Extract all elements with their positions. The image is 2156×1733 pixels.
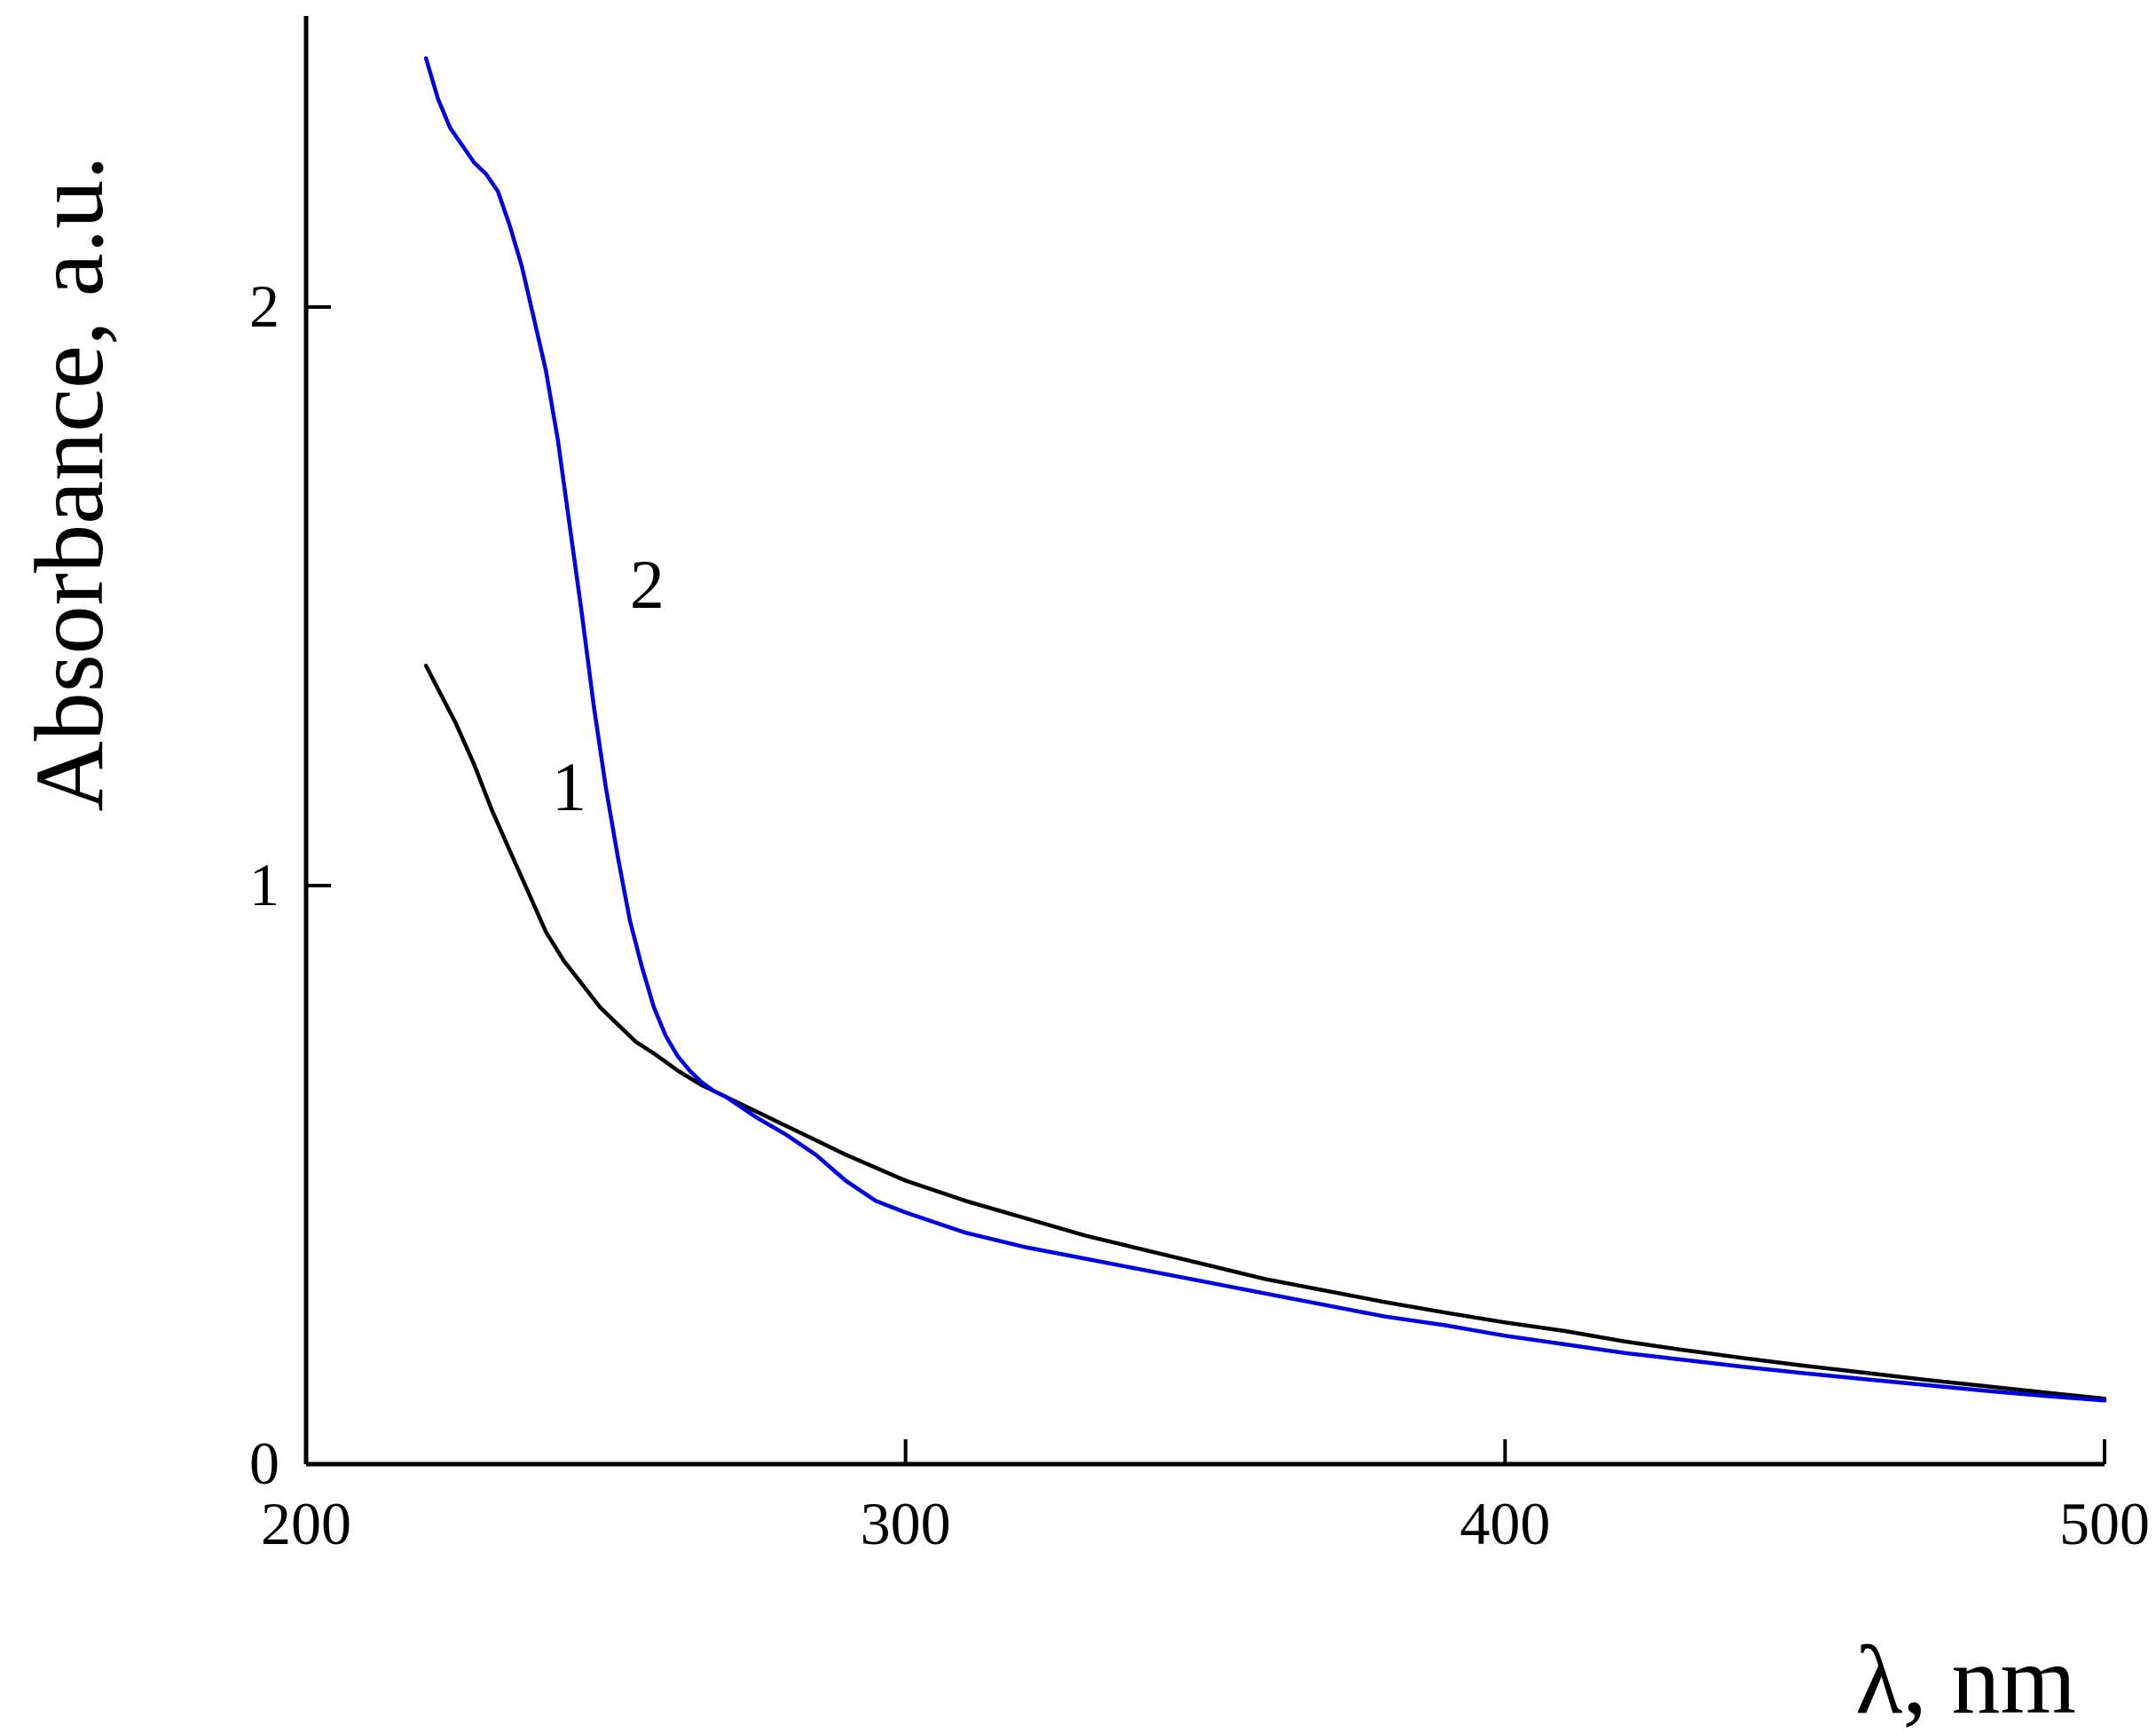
series-label-2: 2 — [630, 546, 665, 623]
series-line-2 — [423, 56, 2107, 1403]
x-tick-label: 400 — [1460, 1490, 1550, 1557]
series-line-1 — [423, 663, 2107, 1401]
y-tick-label: 0 — [249, 1430, 279, 1497]
ticks: 200 300 400 500 0 1 2 — [249, 272, 2150, 1557]
labels: 1 2 λ, nm Absorbance, a.u. — [15, 155, 2076, 1733]
axes — [303, 16, 2105, 1467]
x-tick-label: 200 — [261, 1490, 351, 1557]
y-tick-label: 2 — [249, 272, 279, 340]
x-axis-title: λ, nm — [1855, 1626, 2076, 1733]
y-axis-title: Absorbance, a.u. — [15, 155, 123, 811]
x-tick-label: 500 — [2059, 1490, 2150, 1557]
y-tick-label: 1 — [249, 851, 279, 918]
x-tick-label: 300 — [861, 1490, 951, 1557]
series-layer — [423, 56, 2107, 1403]
series-label-1: 1 — [552, 748, 586, 825]
